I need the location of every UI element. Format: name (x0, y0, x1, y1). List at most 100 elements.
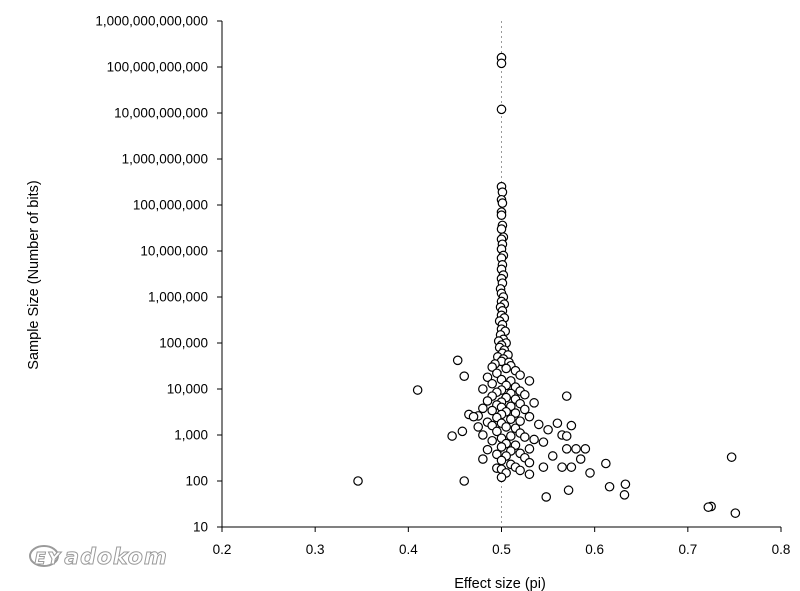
y-tick-label: 10,000 (167, 382, 208, 397)
data-point (459, 371, 470, 381)
y-axis-title: Sample Size (Number of bits) (26, 180, 42, 369)
data-point (524, 444, 535, 454)
x-axis-title: Effect size (pi) (454, 576, 546, 591)
x-tick-label: 0.6 (585, 542, 604, 557)
data-point (726, 452, 737, 462)
watermark-text: ᴇʏadokom (34, 545, 168, 570)
data-point (561, 431, 572, 441)
data-point (482, 444, 493, 455)
data-point (557, 462, 567, 472)
data-point (492, 368, 502, 379)
data-point (515, 465, 525, 476)
data-point (566, 462, 577, 472)
data-point (506, 414, 516, 425)
x-tick-label: 0.3 (306, 542, 325, 557)
data-point (353, 476, 363, 486)
y-tick-label: 10 (193, 520, 208, 535)
data-point (515, 416, 525, 426)
data-point (496, 210, 507, 221)
data-point (620, 479, 631, 490)
data-point (543, 424, 553, 435)
axes-layer (217, 20, 782, 532)
data-point (459, 476, 470, 486)
data-point (575, 454, 586, 464)
y-tick-label: 100,000,000 (133, 198, 208, 213)
data-point (519, 389, 530, 400)
y-tick-label: 100 (185, 474, 208, 489)
data-point (482, 396, 493, 406)
x-tick-label: 0.2 (213, 542, 232, 557)
data-point (496, 104, 507, 115)
data-point (487, 405, 497, 416)
data-point (580, 444, 591, 454)
data-point (619, 490, 630, 500)
y-tick-label: 100,000 (159, 336, 208, 351)
data-point (524, 469, 535, 480)
data-point (529, 398, 539, 408)
data-point (510, 408, 521, 418)
data-point (524, 376, 535, 386)
data-point (506, 431, 516, 441)
data-point (561, 444, 572, 454)
data-point (497, 198, 508, 208)
x-tick-label: 0.8 (772, 542, 791, 557)
data-point (519, 432, 530, 442)
data-point (482, 372, 493, 383)
data-point (515, 370, 525, 380)
data-point (519, 404, 530, 415)
data-point (601, 458, 611, 469)
labels-layer: 10 100 1,000 10,000 100,000 1,000,000 10,000,0… (95, 14, 790, 558)
data-point (547, 451, 558, 461)
data-point (501, 363, 511, 374)
data-point (452, 355, 463, 366)
data-point (478, 430, 488, 440)
y-tick-label: 1,000,000,000,000 (95, 14, 208, 29)
data-point (412, 385, 423, 395)
data-point (552, 418, 563, 429)
data-point (487, 378, 497, 389)
y-tick-label: 1,000,000 (148, 290, 208, 305)
x-tick-label: 0.4 (399, 542, 418, 557)
data-point (447, 431, 457, 441)
data-point (538, 462, 549, 472)
data-point (496, 442, 507, 452)
data-point (478, 384, 488, 394)
data-point (496, 224, 507, 234)
data-point (541, 492, 552, 502)
x-tick-label: 0.5 (492, 542, 511, 557)
data-point (566, 420, 577, 431)
data-point (473, 422, 484, 432)
data-point (524, 457, 535, 468)
y-tick-label: 1,000,000,000 (122, 152, 208, 167)
data-point (524, 411, 535, 422)
data-point (478, 403, 488, 414)
data-point (585, 468, 595, 478)
data-point (478, 454, 488, 464)
watermark-logo: ᴇʏadokom (29, 545, 168, 571)
data-point (563, 485, 574, 496)
data-point (703, 502, 714, 512)
data-point (487, 435, 497, 446)
y-tick-label: 1,000 (174, 428, 208, 443)
data-point (571, 444, 581, 454)
x-tick-label: 0.7 (678, 542, 697, 557)
y-tick-label: 10,000,000,000 (114, 106, 208, 121)
data-point (730, 508, 741, 518)
points-layer (353, 52, 741, 518)
data-point (501, 422, 511, 432)
data-point (496, 58, 507, 69)
y-tick-label: 100,000,000,000 (107, 60, 208, 75)
data-point (492, 426, 502, 437)
data-point (487, 362, 497, 372)
data-point (604, 481, 615, 492)
data-point (496, 472, 507, 483)
data-point (496, 455, 507, 466)
data-point (457, 426, 468, 437)
data-point (529, 434, 539, 445)
data-point (538, 437, 549, 447)
data-point (468, 411, 479, 422)
data-point (533, 419, 544, 430)
y-tick-label: 10,000,000 (140, 244, 208, 259)
